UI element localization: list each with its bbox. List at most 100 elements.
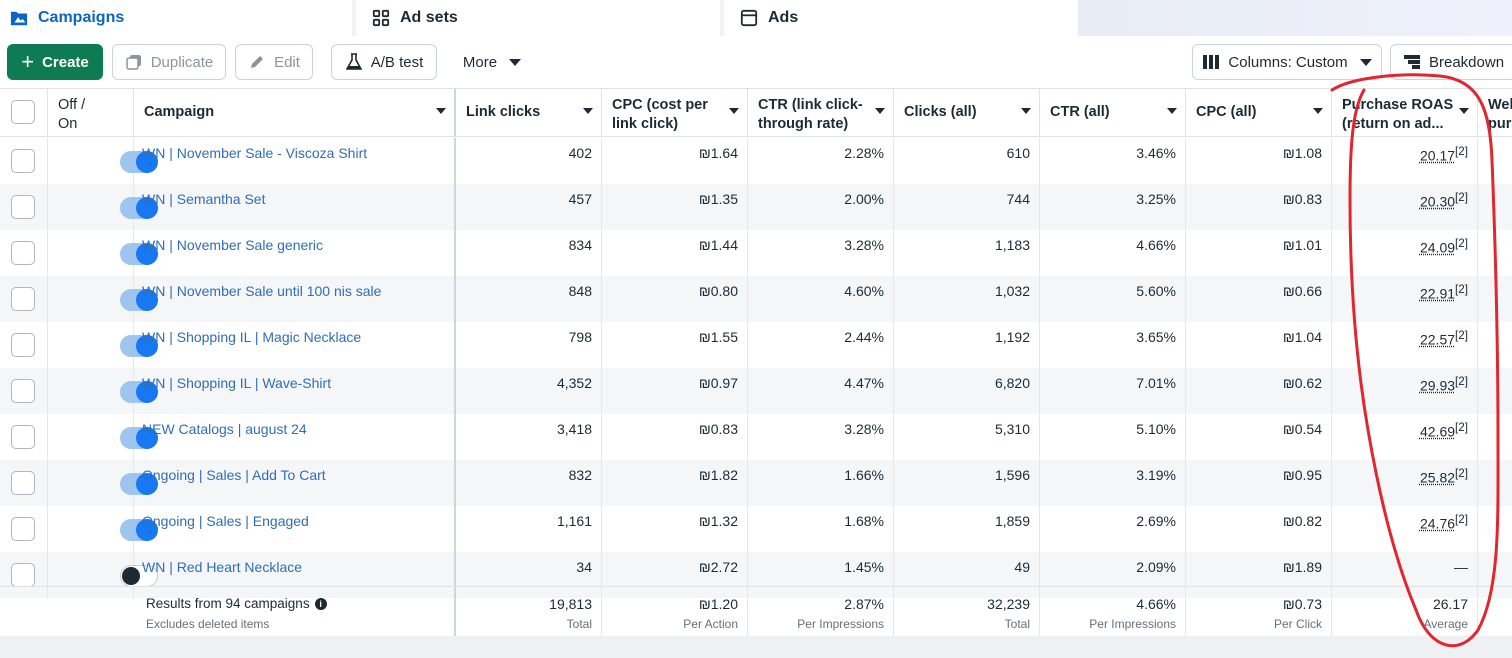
row-select-cell — [0, 230, 48, 276]
row-select-cell — [0, 322, 48, 368]
campaign-name-link[interactable]: WN | Shopping IL | Magic Necklace — [142, 329, 361, 345]
value-ctr-all: 5.60% — [1136, 283, 1176, 299]
campaign-name-link[interactable]: WN | November Sale - Viscoza Shirt — [142, 145, 367, 161]
roas-value[interactable]: 42.69 — [1420, 424, 1455, 440]
value-cpc-link: ₪0.83 — [699, 421, 738, 437]
row-checkbox[interactable] — [11, 287, 35, 311]
footer-results: Results from 94 campaigns i — [146, 596, 327, 611]
header-cpc-all[interactable]: CPC (all) — [1186, 89, 1332, 136]
row-checkbox[interactable] — [11, 471, 35, 495]
edit-button[interactable]: Edit — [235, 44, 313, 80]
ab-test-button[interactable]: A/B test — [331, 44, 437, 80]
row-checkbox[interactable] — [11, 563, 35, 587]
table-row[interactable]: WN | Shopping IL | Magic Necklace 798 ₪1.5… — [0, 322, 1512, 368]
roas-value[interactable]: 22.91 — [1420, 286, 1455, 302]
row-toggle-cell — [48, 184, 134, 230]
campaign-name-link[interactable]: WN | November Sale until 100 nis sale — [142, 283, 381, 299]
campaign-name-link[interactable]: Ongoing | Sales | Engaged — [142, 513, 309, 529]
info-icon[interactable]: i — [315, 598, 327, 610]
table-row[interactable]: WN | November Sale until 100 nis sale 848… — [0, 276, 1512, 322]
campaign-name-link[interactable]: WN | Red Heart Necklace — [142, 559, 302, 575]
campaign-name-cell: WN | Shopping IL | Wave-Shirt — [134, 368, 456, 414]
roas-value[interactable]: 29.93 — [1420, 378, 1455, 394]
footer-ctr-all-sub: Per Impressions — [1089, 617, 1176, 631]
value-clicks-all: 610 — [1007, 145, 1030, 161]
header-ctr-link-line2: through rate) — [758, 115, 883, 134]
more-label: More — [463, 54, 497, 71]
value-cpc-all: ₪0.82 — [1283, 513, 1322, 529]
value-ctr-all: 2.09% — [1136, 559, 1176, 575]
cell-ctr-all: 5.10% — [1040, 414, 1186, 460]
table-row[interactable]: WN | Shopping IL | Wave-Shirt 4,352 ₪0.97 4… — [0, 368, 1512, 414]
row-checkbox[interactable] — [11, 517, 35, 541]
columns-dropdown[interactable]: Columns: Custom — [1192, 44, 1382, 80]
roas-value[interactable]: 24.76 — [1420, 516, 1455, 532]
cell-cpc-link: ₪1.35 — [602, 184, 748, 230]
table-row[interactable]: WN | November Sale - Viscoza Shirt 402 ₪1.… — [0, 138, 1512, 184]
roas-value[interactable]: 20.30 — [1420, 194, 1455, 210]
header-purchase-roas[interactable]: Purchase ROAS (return on ad... — [1332, 89, 1478, 136]
cell-link-clicks: 834 — [456, 230, 602, 276]
cell-cpc-all: ₪0.54 — [1186, 414, 1332, 460]
ad-square-icon — [740, 9, 758, 27]
table-row[interactable]: NEW Catalogs | august 24 3,418 ₪0.83 3.28% 5… — [0, 414, 1512, 460]
row-checkbox[interactable] — [11, 425, 35, 449]
cell-cpc-link: ₪1.44 — [602, 230, 748, 276]
table-row[interactable]: WN | Semantha Set 457 ₪1.35 2.00% 744 3.25% ₪0… — [0, 184, 1512, 230]
header-select-cell — [0, 89, 48, 136]
header-campaign[interactable]: Campaign — [134, 89, 456, 136]
row-checkbox[interactable] — [11, 333, 35, 357]
table-header: Off / On Campaign Link clicks CPC (cost … — [0, 89, 1512, 137]
cell-ctr-link: 2.00% — [748, 184, 894, 230]
cell-purchase-roas: 42.69[2] — [1332, 414, 1478, 460]
header-ctr-all[interactable]: CTR (all) — [1040, 89, 1186, 136]
row-toggle-cell — [48, 506, 134, 552]
cell-ctr-all: 2.69% — [1040, 506, 1186, 552]
header-ctr-link[interactable]: CTR (link click- through rate) — [748, 89, 894, 136]
sort-caret-icon — [729, 108, 739, 114]
value-clicks-all: 6,820 — [995, 375, 1030, 391]
select-all-checkbox[interactable] — [11, 100, 35, 124]
value-link-clicks: 3,418 — [557, 421, 592, 437]
row-checkbox[interactable] — [11, 149, 35, 173]
campaign-name-link[interactable]: WN | Shopping IL | Wave-Shirt — [142, 375, 331, 391]
tab-campaigns[interactable]: Campaigns — [0, 0, 352, 36]
breakdown-dropdown[interactable]: Breakdown — [1390, 44, 1512, 80]
create-button[interactable]: + Create — [7, 44, 103, 80]
table-row[interactable]: Ongoing | Sales | Engaged 1,161 ₪1.32 1.68%… — [0, 506, 1512, 552]
row-checkbox[interactable] — [11, 195, 35, 219]
campaign-name-link[interactable]: Ongoing | Sales | Add To Cart — [142, 467, 326, 483]
duplicate-button[interactable]: Duplicate — [112, 44, 226, 80]
table-row[interactable]: WN | November Sale generic 834 ₪1.44 3.28% 1… — [0, 230, 1512, 276]
value-clicks-all: 744 — [1007, 191, 1030, 207]
footer-excludes: Excludes deleted items — [146, 617, 269, 631]
value-ctr-all: 3.46% — [1136, 145, 1176, 161]
roas-value[interactable]: 22.57 — [1420, 332, 1455, 348]
roas-value[interactable]: 24.09 — [1420, 240, 1455, 256]
roas-value[interactable]: 25.82 — [1420, 470, 1455, 486]
flask-icon — [345, 53, 363, 71]
header-link-clicks[interactable]: Link clicks — [456, 89, 602, 136]
roas-value[interactable]: 20.17 — [1420, 148, 1455, 164]
header-cpc-link[interactable]: CPC (cost per link click) — [602, 89, 748, 136]
more-dropdown[interactable]: More — [452, 44, 532, 80]
header-cut-column[interactable]: Wel pur — [1478, 89, 1512, 136]
tab-ad-sets[interactable]: Ad sets — [356, 0, 720, 36]
footer-ctr-link-value: 2.87% — [844, 596, 884, 612]
cell-cpc-link: ₪1.32 — [602, 506, 748, 552]
row-checkbox[interactable] — [11, 241, 35, 265]
row-checkbox[interactable] — [11, 379, 35, 403]
campaign-name-link[interactable]: WN | November Sale generic — [142, 237, 323, 253]
sort-caret-icon — [436, 108, 446, 114]
row-toggle-cell — [48, 460, 134, 506]
caret-down-icon — [1360, 59, 1372, 66]
value-ctr-link: 1.68% — [844, 513, 884, 529]
campaign-name-link[interactable]: NEW Catalogs | august 24 — [142, 421, 307, 437]
value-link-clicks: 1,161 — [557, 513, 592, 529]
sort-caret-icon — [875, 108, 885, 114]
table-row[interactable]: Ongoing | Sales | Add To Cart 832 ₪1.82 1.6… — [0, 460, 1512, 506]
tab-ads[interactable]: Ads — [724, 0, 1078, 36]
campaign-name-link[interactable]: WN | Semantha Set — [142, 191, 265, 207]
header-clicks-all[interactable]: Clicks (all) — [894, 89, 1040, 136]
value-clicks-all: 49 — [1014, 559, 1030, 575]
